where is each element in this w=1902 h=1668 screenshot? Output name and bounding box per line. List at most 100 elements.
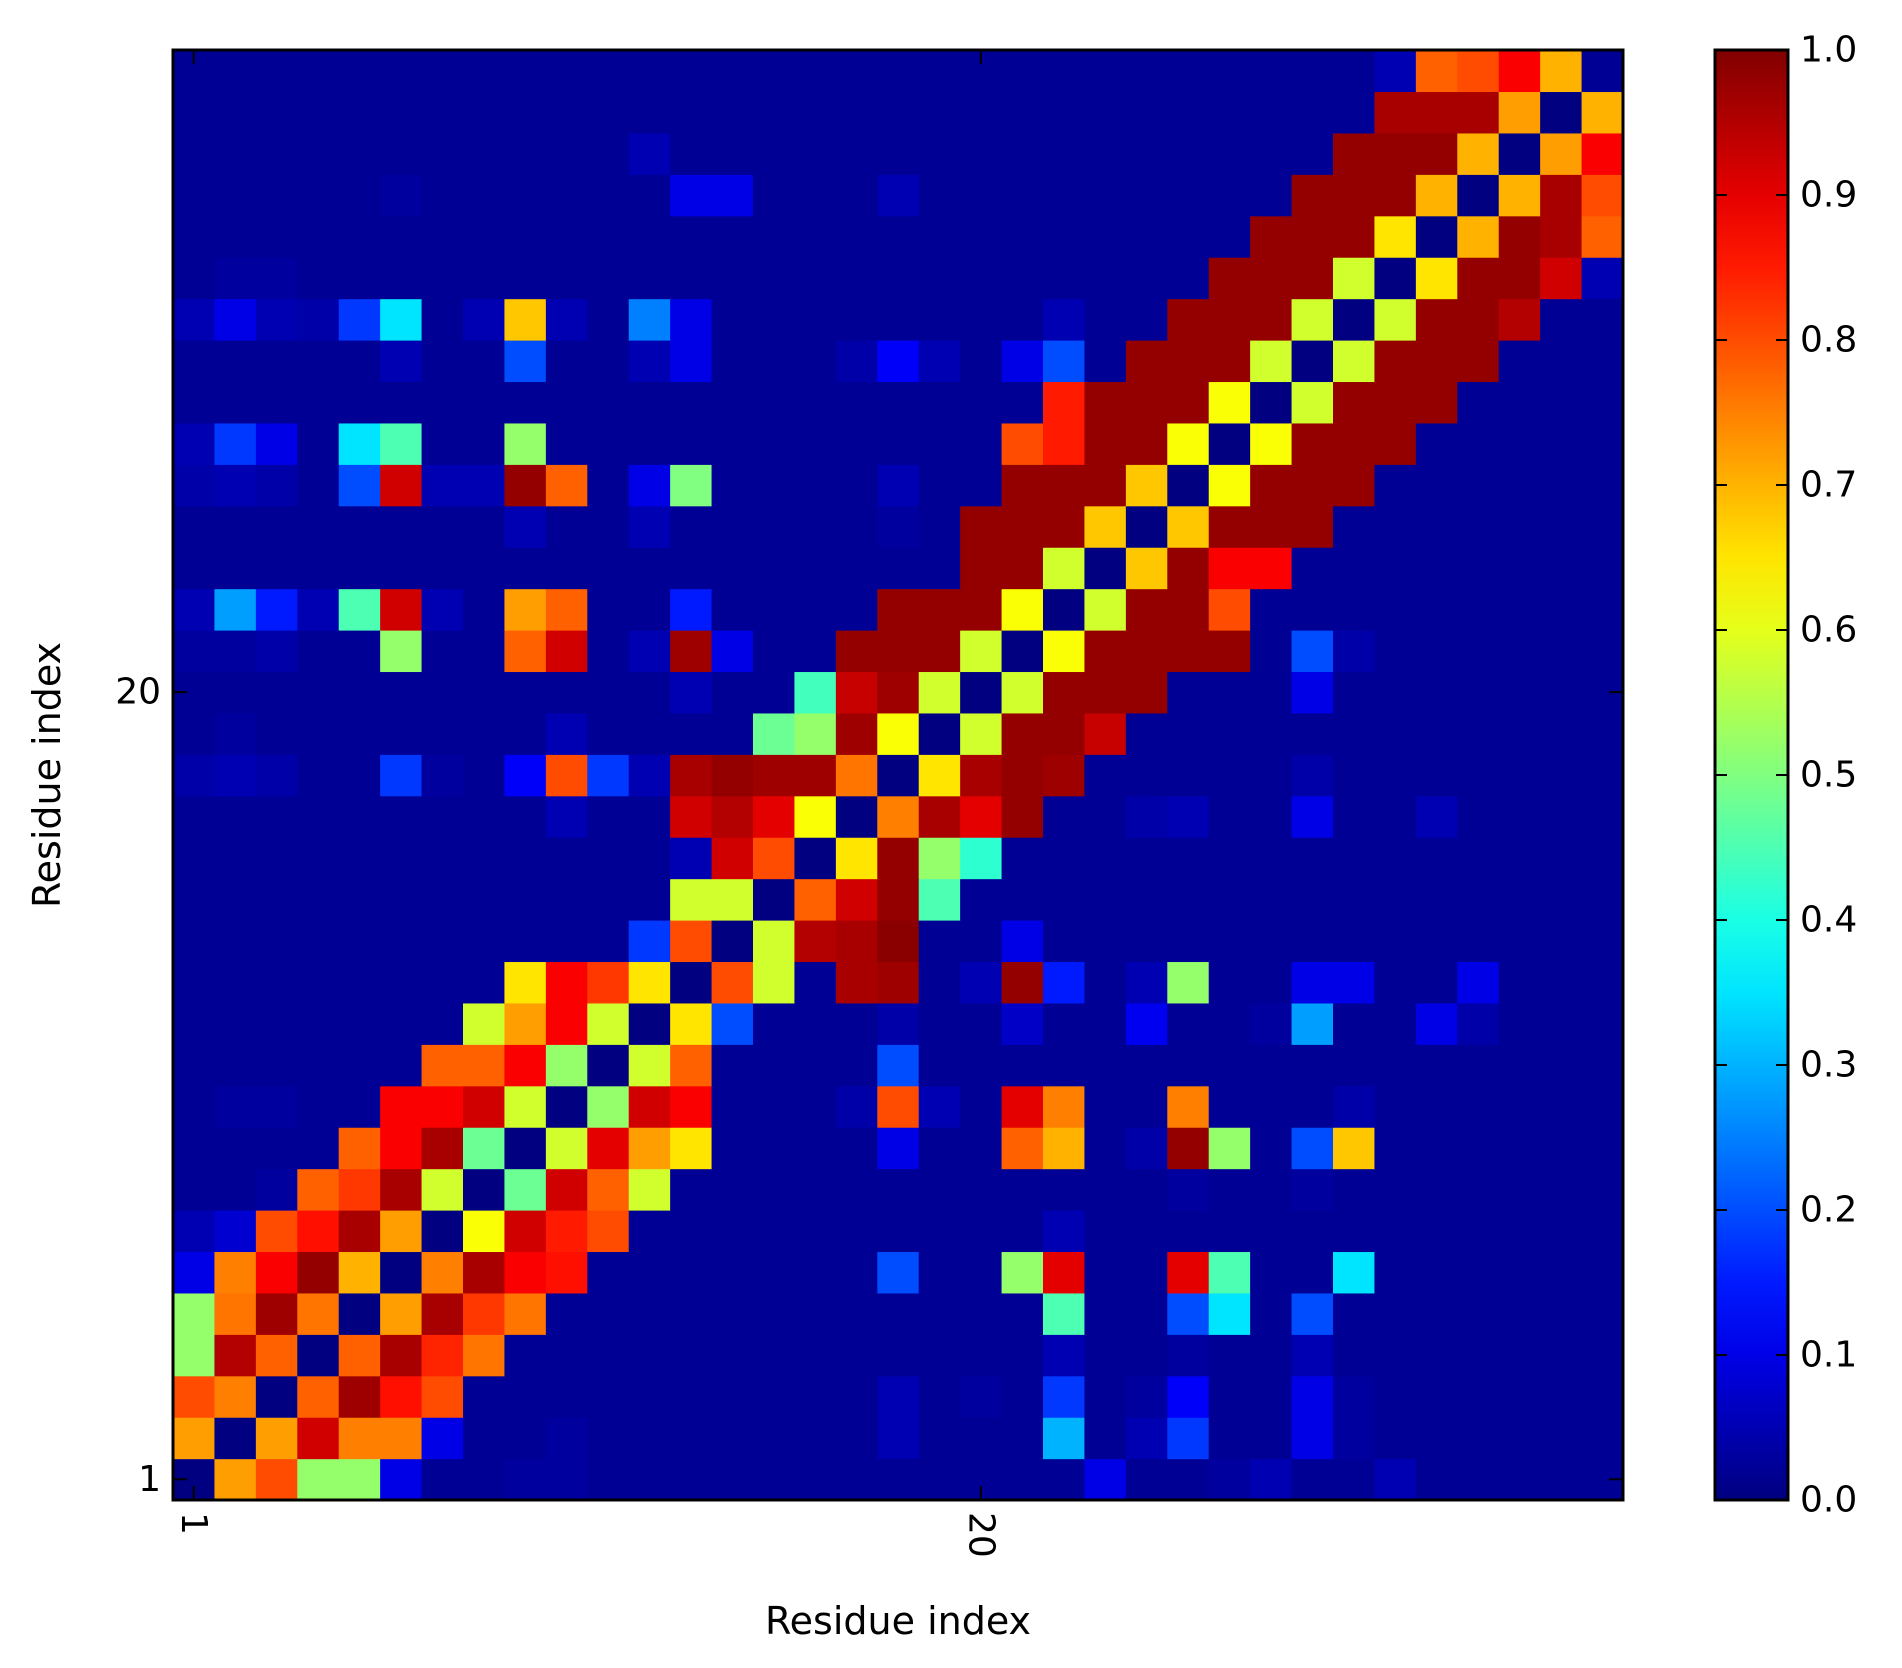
heatmap-cell <box>1167 837 1210 880</box>
heatmap-cell <box>463 754 506 797</box>
heatmap-cell <box>1291 50 1334 93</box>
heatmap-cell <box>214 1375 257 1418</box>
heatmap-cell <box>1043 1002 1086 1045</box>
heatmap-cell <box>421 505 464 548</box>
heatmap-cell <box>1084 422 1127 465</box>
heatmap-cell <box>1084 91 1127 134</box>
heatmap-cell <box>1208 630 1251 673</box>
heatmap-cell <box>960 754 1003 797</box>
heatmap-cell <box>255 215 298 258</box>
heatmap-cell <box>173 630 216 673</box>
heatmap-cell <box>960 588 1003 631</box>
heatmap-cell <box>960 91 1003 134</box>
heatmap-cell <box>1208 588 1251 631</box>
heatmap-cell <box>1043 1375 1086 1418</box>
heatmap-cell <box>918 91 961 134</box>
heatmap-cell <box>587 1417 630 1460</box>
heatmap-cell <box>711 795 754 838</box>
heatmap-cell <box>504 961 547 1004</box>
heatmap-cell <box>1374 878 1417 921</box>
heatmap-cell <box>1167 1168 1210 1211</box>
heatmap-cell <box>173 91 216 134</box>
heatmap-cell <box>1333 91 1376 134</box>
heatmap-cell <box>463 1044 506 1087</box>
heatmap-cell <box>297 630 340 673</box>
heatmap-cell <box>173 878 216 921</box>
heatmap-cell <box>545 547 588 590</box>
heatmap-cell <box>1374 50 1417 93</box>
heatmap-cell <box>1208 878 1251 921</box>
heatmap-cell <box>1125 1458 1168 1501</box>
heatmap-cell <box>1250 422 1293 465</box>
heatmap-cell <box>255 630 298 673</box>
heatmap-cell <box>1167 1375 1210 1418</box>
heatmap-cell <box>1540 1251 1583 1294</box>
heatmap-cell <box>1581 174 1624 217</box>
heatmap-cell <box>173 1251 216 1294</box>
heatmap-cell <box>545 588 588 631</box>
heatmap-cell <box>1250 464 1293 507</box>
heatmap-cell <box>338 671 381 714</box>
heatmap-cell <box>794 754 837 797</box>
heatmap-cell <box>297 1002 340 1045</box>
heatmap-cell <box>1374 1292 1417 1335</box>
heatmap-cell <box>1374 1044 1417 1087</box>
heatmap-cell <box>504 1292 547 1335</box>
heatmap-cell <box>711 588 754 631</box>
heatmap-cell <box>753 174 796 217</box>
colorbar-tick-label: 0.5 <box>1800 755 1857 796</box>
heatmap-cell <box>1333 422 1376 465</box>
heatmap-cell <box>877 961 920 1004</box>
heatmap-cell <box>1457 1127 1500 1170</box>
heatmap-cell <box>1540 1085 1583 1128</box>
heatmap-cell <box>1084 1251 1127 1294</box>
heatmap-cell <box>421 878 464 921</box>
heatmap-cell <box>877 588 920 631</box>
heatmap-cell <box>1208 1251 1251 1294</box>
heatmap-cell <box>1415 1375 1458 1418</box>
heatmap-cell <box>173 505 216 548</box>
heatmap-cell <box>794 505 837 548</box>
heatmap-cell <box>835 920 878 963</box>
heatmap-cell <box>628 1085 671 1128</box>
heatmap-cell <box>1540 464 1583 507</box>
heatmap-cell <box>877 1417 920 1460</box>
heatmap-cell <box>1457 547 1500 590</box>
heatmap-cell <box>338 381 381 424</box>
heatmap-cell <box>753 381 796 424</box>
heatmap-cell <box>545 381 588 424</box>
heatmap-cell <box>545 961 588 1004</box>
heatmap-cell <box>1250 1002 1293 1045</box>
heatmap-cell <box>1291 1251 1334 1294</box>
heatmap-cell <box>711 298 754 341</box>
heatmap-cell <box>1208 547 1251 590</box>
heatmap-cell <box>421 837 464 880</box>
heatmap-cell <box>297 1127 340 1170</box>
heatmap-cell <box>753 1458 796 1501</box>
heatmap-cell <box>628 920 671 963</box>
heatmap-cell <box>1208 174 1251 217</box>
heatmap-cell <box>1208 1044 1251 1087</box>
heatmap-cell <box>1250 257 1293 300</box>
heatmap-cell <box>255 1417 298 1460</box>
heatmap-cell <box>1167 712 1210 755</box>
heatmap-cell <box>338 795 381 838</box>
heatmap-cell <box>463 1251 506 1294</box>
heatmap-cell <box>1001 961 1044 1004</box>
heatmap-cell <box>1333 464 1376 507</box>
heatmap-cell <box>753 1417 796 1460</box>
heatmap-cell <box>1457 381 1500 424</box>
heatmap-cell <box>380 1002 423 1045</box>
colorbar-tick-label: 0.7 <box>1800 465 1857 506</box>
heatmap-cell <box>960 671 1003 714</box>
heatmap-cell <box>877 1375 920 1418</box>
heatmap-cell <box>670 505 713 548</box>
heatmap-cell <box>877 215 920 258</box>
heatmap-cell <box>711 671 754 714</box>
heatmap-cell <box>960 630 1003 673</box>
heatmap-cell <box>628 961 671 1004</box>
heatmap-cell <box>1415 381 1458 424</box>
heatmap-cell <box>587 381 630 424</box>
heatmap-cell <box>214 920 257 963</box>
heatmap-cell <box>504 50 547 93</box>
